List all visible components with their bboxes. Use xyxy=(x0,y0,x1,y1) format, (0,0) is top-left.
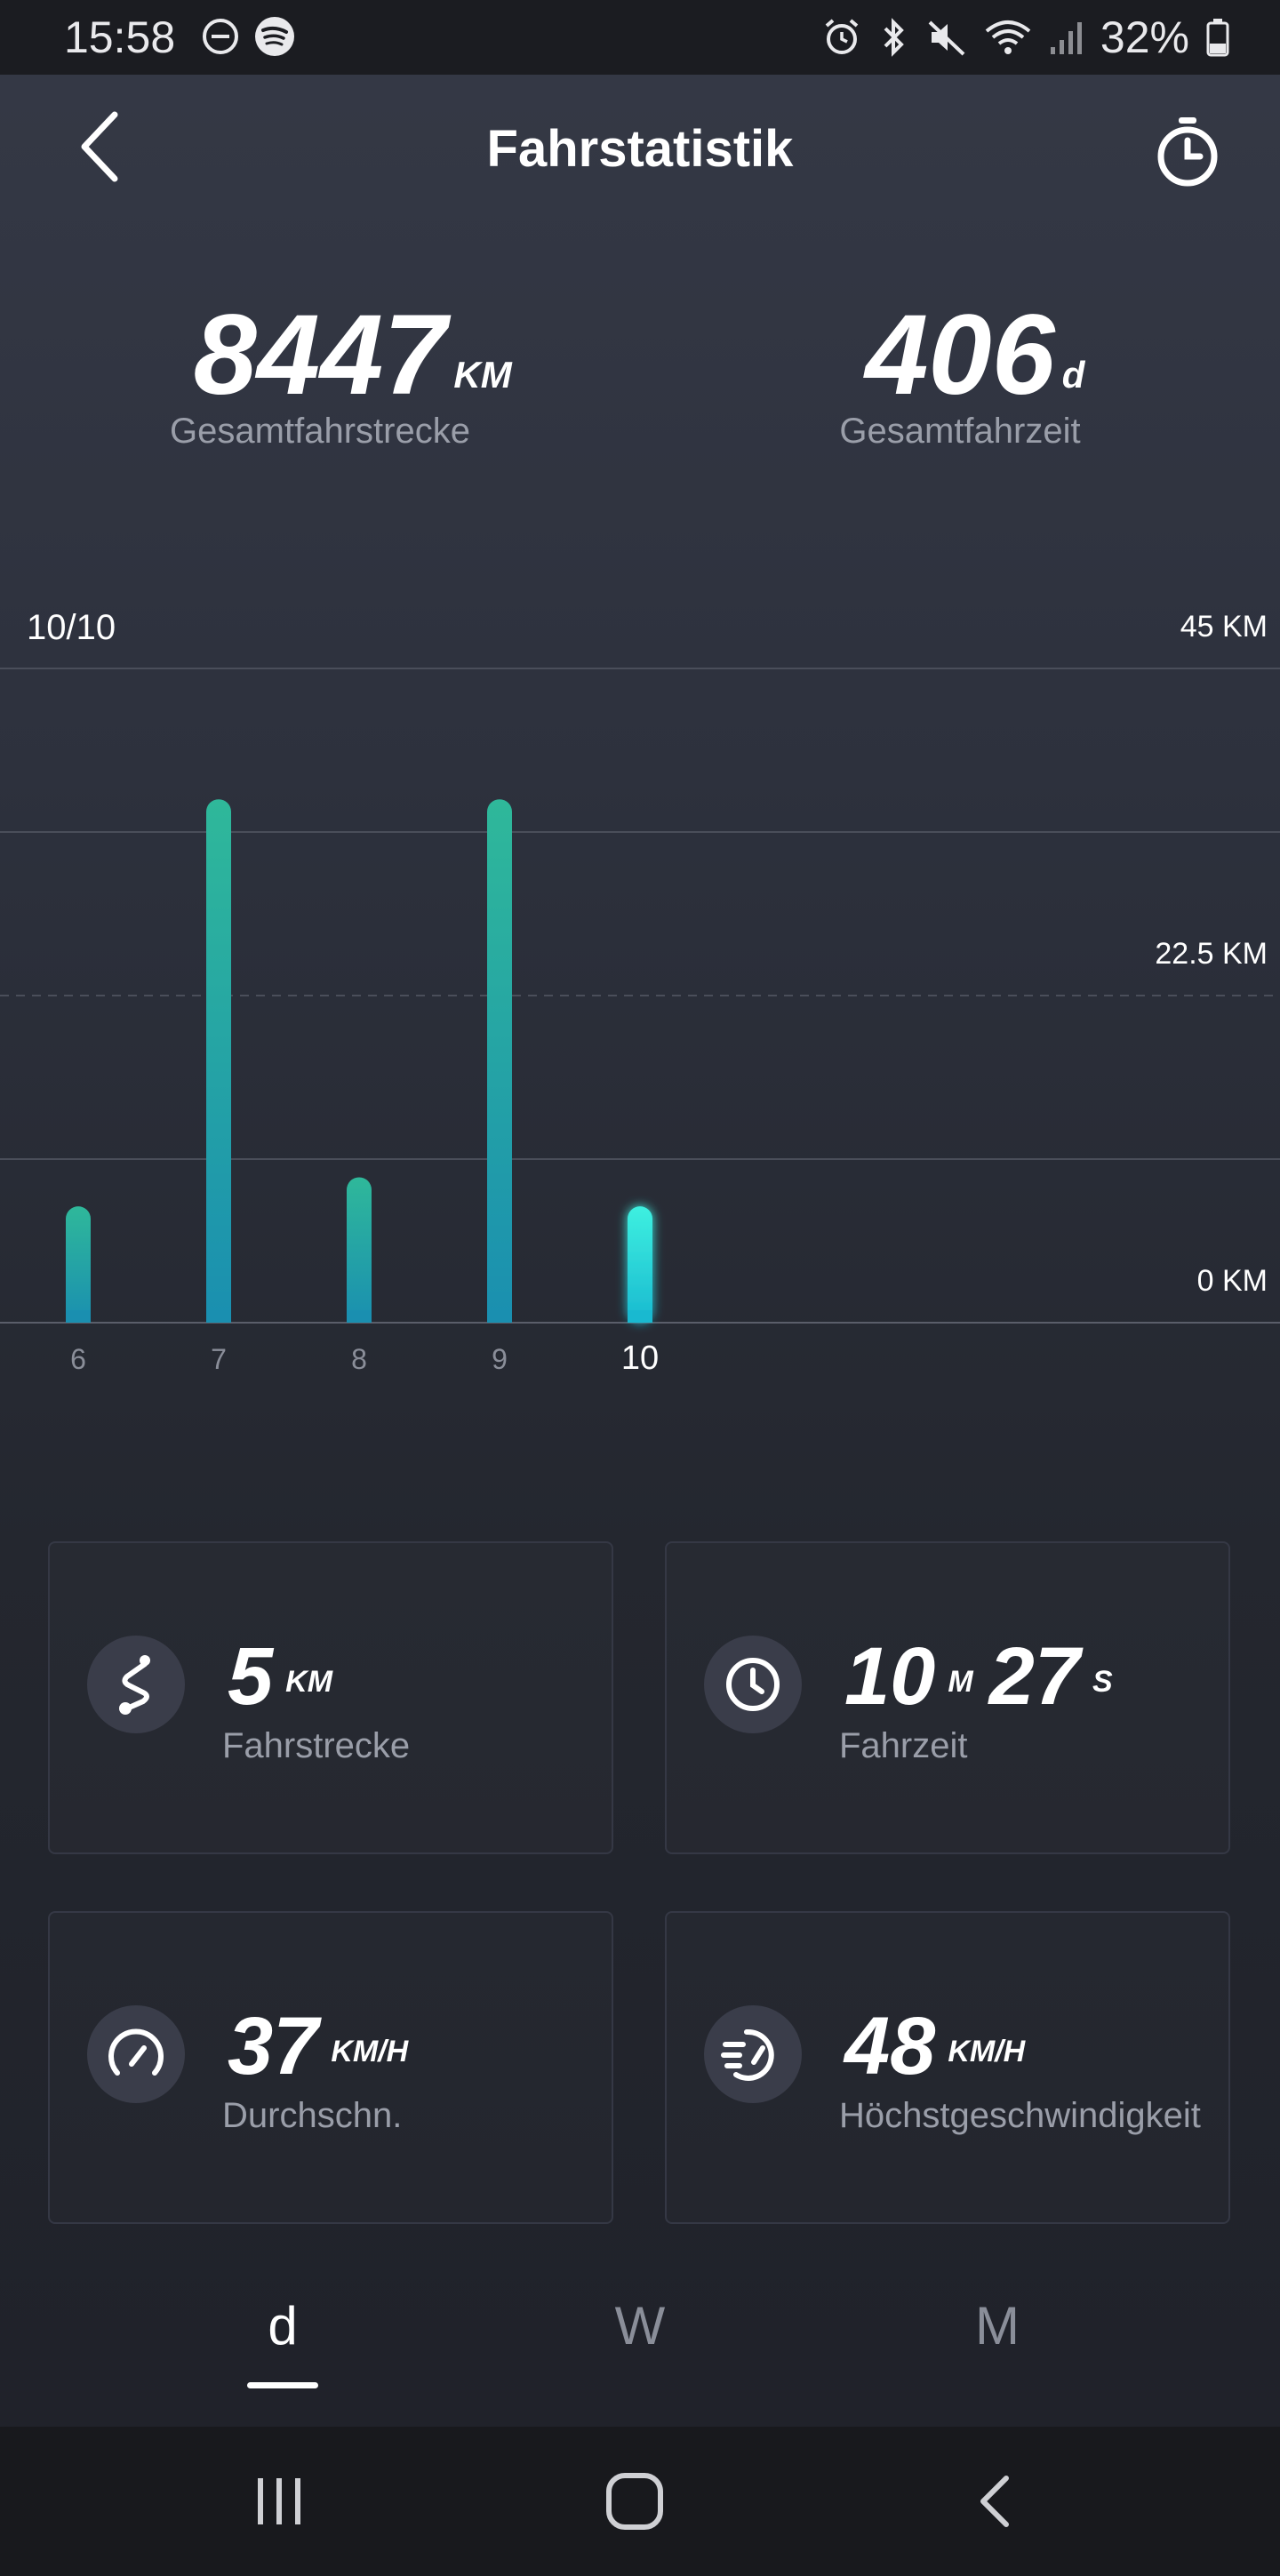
avg-speed-number: 37 xyxy=(228,2001,319,2092)
avg-speed-unit: KM/H xyxy=(331,2035,409,2068)
dnd-icon xyxy=(203,19,238,54)
distance-unit: KM xyxy=(285,1665,333,1699)
timer-button[interactable] xyxy=(1145,108,1230,194)
distance-number: 5 xyxy=(228,1631,274,1722)
system-nav-bar xyxy=(0,2427,1280,2576)
duration-seconds: 27 xyxy=(988,1631,1081,1722)
route-icon xyxy=(119,1655,150,1715)
alarm-icon xyxy=(825,19,859,54)
chart-bar-base-7 xyxy=(206,1310,231,1323)
total-time-label: Gesamtfahrzeit xyxy=(839,412,1081,451)
total-distance-value: 8447 xyxy=(193,292,447,419)
y-tick-label: 22.5 KM xyxy=(1155,937,1268,971)
stat-card-max-speed: 48 KM/H Höchstgeschwindigkeit xyxy=(665,1911,1230,2224)
wifi-icon xyxy=(985,20,1031,54)
distance-chart: 10/10 45 KM xyxy=(0,587,1280,1404)
recent-apps-button[interactable] xyxy=(226,2466,332,2537)
y-tick-label: 45 KM xyxy=(1180,610,1268,644)
back-button[interactable] xyxy=(64,107,135,187)
speedometer-icon xyxy=(108,2028,164,2076)
route-icon-circle xyxy=(87,1636,185,1733)
stat-max-speed-value: 48 KM/H xyxy=(844,2002,1041,2091)
bluetooth-icon xyxy=(884,18,904,57)
tab-day[interactable]: d xyxy=(268,2296,298,2356)
duration-minutes: 10 xyxy=(844,1631,936,1722)
tab-active-indicator xyxy=(247,2382,318,2388)
x-tick-label-8: 8 xyxy=(351,1343,367,1375)
stat-max-speed-label: Höchstgeschwindigkeit xyxy=(839,2096,1201,2135)
chevron-left-icon xyxy=(81,111,118,182)
home-button[interactable] xyxy=(581,2466,688,2537)
period-tabs: d W M xyxy=(0,2284,1280,2391)
clock-icon xyxy=(726,1658,780,1711)
spotify-icon xyxy=(255,17,294,56)
max-speed-unit: KM/H xyxy=(948,2035,1026,2068)
chart-bar-base-9 xyxy=(487,1310,512,1323)
mute-icon xyxy=(928,20,965,56)
page-title: Fahrstatistik xyxy=(486,120,794,178)
x-tick-label-9: 9 xyxy=(492,1343,508,1375)
x-tick-label-10: 10 xyxy=(621,1340,659,1377)
home-icon xyxy=(606,2473,663,2530)
status-time: 15:58 xyxy=(64,12,176,62)
duration-minutes-unit: M xyxy=(948,1665,973,1699)
header: Fahrstatistik xyxy=(0,75,1280,217)
total-distance: 8447 KM Gesamtfahrstrecke xyxy=(89,293,551,453)
stat-avg-speed-label: Durchschn. xyxy=(222,2096,403,2135)
chart-bar-7[interactable] xyxy=(206,799,231,1323)
max-speed-number: 48 xyxy=(844,2001,936,2092)
total-distance-label: Gesamtfahrstrecke xyxy=(170,412,470,451)
battery-icon xyxy=(1206,19,1229,57)
stat-card-duration: 10 M 27 S Fahrzeit xyxy=(665,1541,1230,1854)
nav-back-button[interactable] xyxy=(940,2466,1047,2537)
stat-distance-value: 5 KM xyxy=(228,1632,348,1721)
x-tick-label-6: 6 xyxy=(70,1343,86,1375)
y-tick-label: 0 KM xyxy=(1197,1264,1268,1298)
chart-date-label: 10/10 xyxy=(27,608,116,647)
stat-duration-value: 10 M 27 S xyxy=(844,1632,1129,1721)
x-tick-label-7: 7 xyxy=(211,1343,227,1375)
battery-percent: 32% xyxy=(1100,12,1189,62)
speedometer-icon-circle xyxy=(87,2005,185,2103)
recent-apps-icon xyxy=(258,2478,300,2524)
clock-icon-circle xyxy=(704,1636,802,1733)
chart-bar-6[interactable] xyxy=(66,1206,91,1323)
totals-section: 8447 KM Gesamtfahrstrecke 406 d Gesamtfahr… xyxy=(0,293,1280,471)
tab-week[interactable]: W xyxy=(614,2296,666,2356)
status-bar: 15:58 xyxy=(0,0,1280,75)
total-time-value: 406 xyxy=(865,292,1055,419)
stopwatch-icon xyxy=(1157,117,1218,187)
max-speed-icon xyxy=(721,2028,774,2081)
stat-card-avg-speed: 37 KM/H Durchschn. xyxy=(48,1911,613,2224)
duration-seconds-unit: S xyxy=(1092,1665,1113,1699)
chart-bar-base-6 xyxy=(66,1310,91,1323)
stat-distance-label: Fahrstrecke xyxy=(222,1726,411,1765)
chart-bar-base-8 xyxy=(347,1310,372,1323)
nav-back-icon xyxy=(980,2476,1009,2527)
total-distance-unit: KM xyxy=(453,354,512,396)
chart-canvas: 45 KM 22.5 KM 0 KM 6 7 8 9 10 xyxy=(0,610,1280,1377)
stat-duration-label: Fahrzeit xyxy=(839,1726,968,1765)
tab-month[interactable]: M xyxy=(975,2296,1020,2356)
max-speed-icon-circle xyxy=(704,2005,802,2103)
stat-card-distance: 5 KM Fahrstrecke xyxy=(48,1541,613,1854)
total-time: 406 d Gesamtfahrzeit xyxy=(729,293,1191,453)
chart-bar-8[interactable] xyxy=(347,1177,372,1323)
chart-bar-9[interactable] xyxy=(487,799,512,1323)
total-time-unit: d xyxy=(1061,354,1085,396)
chart-bar-base-10 xyxy=(628,1310,652,1323)
signal-icon xyxy=(1050,22,1082,54)
chart-bar-10[interactable] xyxy=(628,1206,652,1323)
stat-avg-speed-value: 37 KM/H xyxy=(228,2002,424,2091)
